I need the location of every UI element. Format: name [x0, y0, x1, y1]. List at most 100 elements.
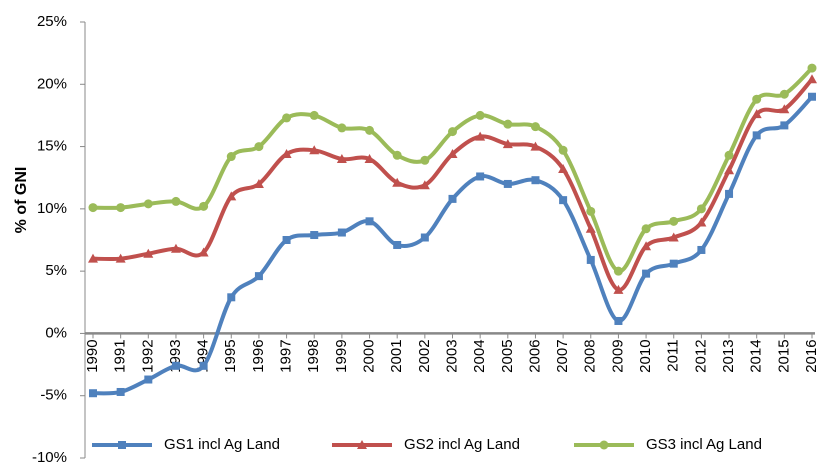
point [559, 196, 568, 205]
point [199, 201, 209, 211]
point [641, 241, 652, 251]
y-tick-label: 15% [37, 138, 67, 155]
point [807, 74, 817, 84]
point [88, 203, 98, 213]
point [143, 248, 154, 258]
point [309, 110, 319, 120]
point [254, 142, 264, 152]
point [170, 243, 181, 253]
x-tick-label: 1997 [278, 339, 295, 372]
point [392, 177, 403, 187]
point [503, 179, 512, 188]
point [724, 150, 734, 160]
point [779, 104, 790, 114]
point [365, 217, 374, 226]
point [586, 206, 596, 216]
point [337, 123, 347, 133]
point [586, 255, 595, 264]
point [254, 272, 263, 281]
point [365, 125, 375, 135]
legend-label: GS1 incl Ag Land [164, 436, 280, 453]
point [420, 233, 429, 242]
point [697, 245, 706, 254]
point [725, 189, 734, 198]
point [88, 253, 98, 263]
x-tick-label: 2016 [803, 339, 819, 372]
point [171, 361, 180, 370]
point [309, 145, 320, 155]
point [780, 121, 789, 130]
y-tick-label: 5% [45, 262, 67, 279]
x-tick-label: 2006 [526, 339, 543, 372]
point [807, 63, 817, 73]
point [503, 119, 513, 129]
point [448, 194, 457, 203]
x-tick-label: 2011 [665, 339, 682, 371]
point [696, 204, 706, 214]
point [668, 232, 679, 242]
point [282, 113, 292, 123]
point [199, 361, 208, 370]
point [475, 131, 486, 141]
point [642, 269, 651, 278]
point [337, 228, 346, 237]
point [143, 199, 153, 209]
point [115, 253, 126, 263]
point [808, 92, 816, 101]
x-tick-label: 2012 [692, 339, 709, 372]
point [614, 316, 623, 325]
x-tick-label: 2008 [582, 339, 599, 372]
point [171, 196, 181, 206]
point [198, 247, 209, 257]
y-tick-label: 10% [37, 200, 67, 217]
point [144, 375, 153, 384]
point [585, 223, 596, 233]
point [392, 150, 402, 160]
y-tick-label: 0% [45, 324, 67, 341]
x-tick-label: 2002 [416, 339, 433, 372]
point [116, 387, 125, 396]
point [253, 178, 264, 188]
x-tick-label: 1995 [222, 339, 239, 372]
point [419, 180, 430, 190]
x-tick-label: 2004 [471, 339, 488, 372]
point [475, 110, 485, 120]
point [226, 152, 236, 162]
point [226, 191, 237, 201]
point [448, 127, 457, 137]
point [281, 149, 292, 159]
y-tick-label: 25% [37, 13, 67, 30]
point [558, 145, 568, 155]
point [751, 109, 762, 119]
x-tick-label: 2003 [443, 339, 460, 372]
point [364, 154, 375, 164]
x-tick-label: 1991 [112, 339, 129, 372]
legend-label: GS3 incl Ag Land [646, 436, 762, 453]
point [357, 440, 367, 449]
x-tick-label: 1996 [250, 339, 267, 372]
point [558, 163, 569, 173]
point [227, 293, 236, 302]
x-tick-label: 2009 [609, 339, 626, 372]
point [669, 259, 678, 268]
point [118, 441, 126, 449]
x-tick-label: 1998 [305, 339, 322, 372]
point [696, 217, 707, 227]
point [752, 94, 762, 104]
x-tick-label: 2010 [637, 339, 654, 372]
point [116, 203, 126, 213]
point [613, 266, 623, 276]
series-line [92, 77, 814, 292]
point [531, 176, 540, 185]
x-tick-label: 2014 [748, 339, 765, 372]
point [530, 141, 541, 151]
x-tick-label: 2001 [388, 339, 405, 372]
point [641, 224, 651, 234]
point [669, 216, 679, 226]
point [282, 236, 291, 244]
x-tick-label: 1990 [84, 339, 101, 372]
x-tick-label: 2007 [554, 339, 571, 372]
y-tick-label: 20% [37, 75, 67, 92]
x-tick-label: 1992 [139, 339, 156, 372]
